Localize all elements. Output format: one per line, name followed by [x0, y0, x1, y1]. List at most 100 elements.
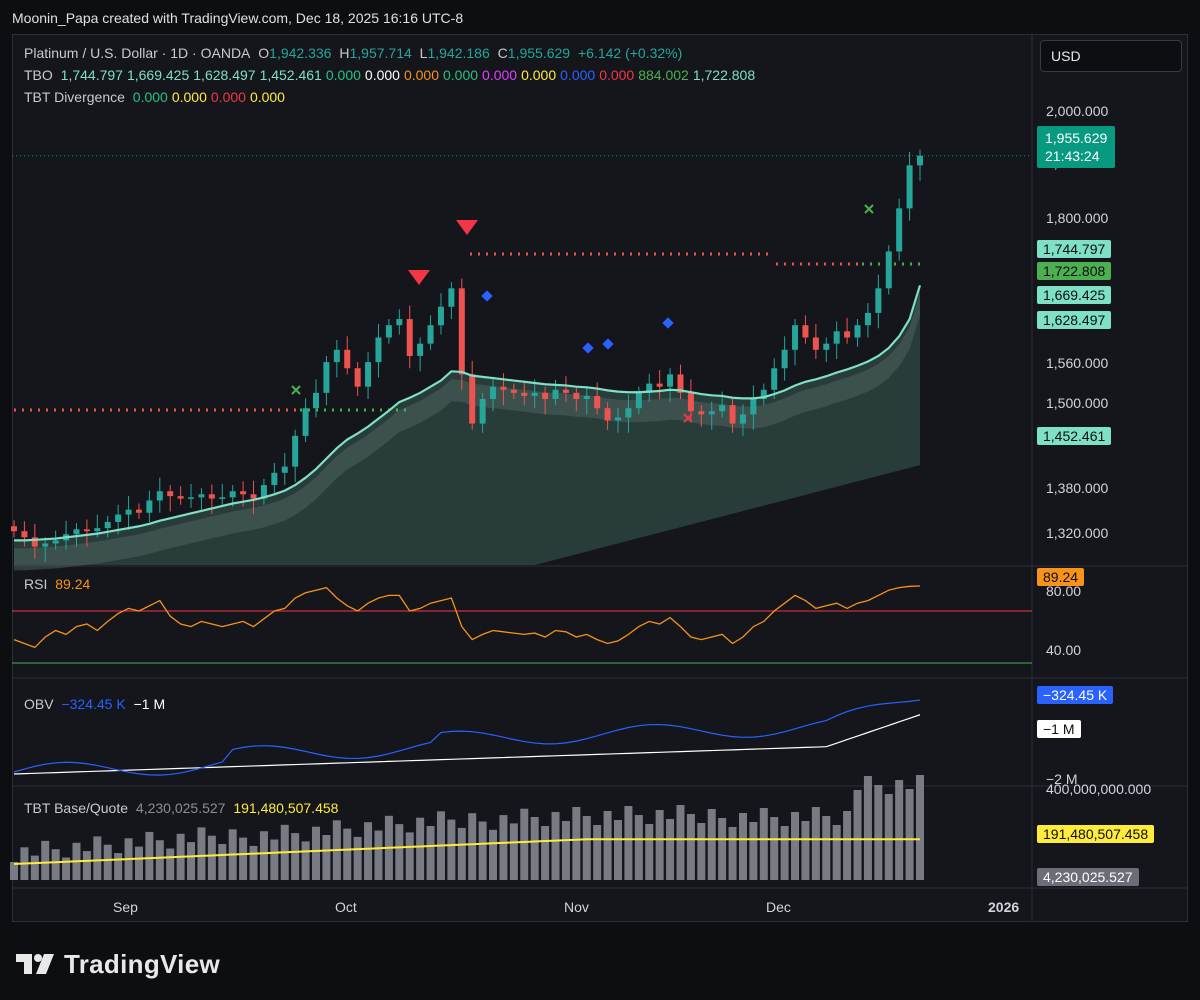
legend-value: 884.002 [638, 67, 689, 83]
obv-line [13, 699, 921, 776]
candle-body [177, 496, 184, 499]
price-axis-label: 1,800.000 [1046, 210, 1109, 226]
price-axis-label: 1,560.000 [1046, 355, 1109, 371]
candle-body [615, 417, 621, 421]
candle-body [604, 408, 611, 421]
candle-body [42, 543, 49, 547]
tbt-bar [405, 832, 414, 880]
tbt-bar [187, 842, 196, 880]
price-axis-label: 1,320.000 [1046, 525, 1109, 541]
tbt-bar [166, 848, 175, 880]
legend-value: 1,452.461 [259, 67, 322, 83]
candle-body [354, 368, 361, 387]
sell-signal-marker [408, 270, 430, 285]
tradingview-logo-icon [16, 954, 54, 974]
credit-text: Moonin_Papa created with TradingView.com… [12, 10, 464, 26]
tbt-bar [468, 813, 477, 880]
tbt-bar [863, 776, 872, 880]
candle-body [542, 392, 549, 399]
buy-cross-marker [864, 204, 874, 214]
tbt-bar [155, 840, 164, 880]
legend-value: 0.000 [599, 67, 635, 83]
tbt-bar [301, 841, 310, 880]
tbo-cloud-area [14, 285, 920, 565]
currency-button[interactable]: USD [1040, 40, 1182, 72]
candle-body [323, 362, 330, 393]
low-label: L [419, 45, 428, 61]
tbt-bar [103, 844, 112, 880]
candle-body [302, 408, 309, 436]
tbt-bar [364, 822, 373, 880]
tbt-bar [10, 862, 18, 880]
tbt-bar [791, 812, 800, 880]
tbt-bar [509, 823, 518, 880]
tbt-bar [93, 836, 102, 880]
candle-body [833, 331, 840, 344]
candle-body [219, 497, 226, 499]
candle-body [729, 405, 736, 424]
candle-body [281, 466, 288, 473]
tbt-bar [520, 808, 529, 880]
candle-body [396, 319, 403, 326]
tbt-bar [905, 789, 914, 880]
tbt-ma-line [13, 838, 920, 865]
tbt-bar [30, 855, 39, 880]
tbt-axis-label: 400,000,000.000 [1046, 781, 1152, 797]
candle-body [510, 389, 517, 393]
tbt-bar [489, 829, 498, 880]
candle-body [573, 392, 580, 399]
candle-body [583, 395, 590, 399]
candle-body [854, 325, 861, 338]
candle-body [271, 472, 278, 486]
tbt-bar [707, 809, 716, 880]
tradingview-logo[interactable]: TradingView [16, 948, 220, 980]
rsi-value: 89.24 [55, 576, 91, 592]
countdown-timer: 21:43:24 [1045, 148, 1100, 164]
candle-body [708, 411, 715, 415]
price-axis-label: 1,380.000 [1046, 480, 1109, 496]
candle-body [229, 491, 236, 498]
tbt-bar [541, 826, 550, 880]
divergence-legend: TBT Divergence 0.000 0.000 0.000 0.000 [24, 89, 289, 105]
candle-body [531, 392, 538, 396]
candle-body [812, 337, 819, 350]
candle-body [406, 319, 413, 356]
candle-body [240, 491, 247, 495]
legend-value: 0.000 [482, 67, 518, 83]
candle-body [385, 325, 392, 338]
open-label: O [258, 45, 270, 61]
tbt-bar [780, 826, 789, 880]
tbt-bar [572, 807, 581, 880]
tbt-bar [145, 831, 154, 880]
tbt-bar [270, 839, 279, 880]
tbo-line [14, 285, 922, 542]
tbo-price-tag: 1,669.425 [1037, 286, 1112, 304]
tbo-price-tag: 1,452.461 [1037, 427, 1112, 445]
tbt-bar [478, 821, 487, 880]
tbt-bar [801, 821, 810, 880]
high-value: 1,957.714 [349, 45, 412, 61]
divergence-marker [662, 317, 674, 329]
legend-value: 0.000 [132, 89, 168, 105]
rsi-tag: 89.24 [1037, 568, 1085, 586]
tbt-bar [676, 805, 685, 880]
open-value: 1,942.336 [269, 45, 332, 61]
tbt-bar [207, 835, 216, 880]
tbt-bar [51, 849, 60, 880]
tbt-bar [41, 840, 50, 880]
legend-value: 0.000 [521, 67, 557, 83]
candle-body [260, 485, 267, 499]
tbt-bar [759, 808, 768, 880]
tbt-bar [884, 794, 893, 880]
tbt-bar [416, 817, 425, 880]
candle-body [490, 386, 497, 399]
candle-body [344, 349, 351, 369]
tbt-bar [738, 813, 747, 880]
candle-body [333, 349, 340, 363]
tbt-bar [645, 824, 654, 880]
candle-body [687, 392, 694, 412]
price-axis-label: 1,500.000 [1046, 395, 1109, 411]
tbt-bar [561, 821, 570, 880]
candle-body [802, 325, 809, 338]
